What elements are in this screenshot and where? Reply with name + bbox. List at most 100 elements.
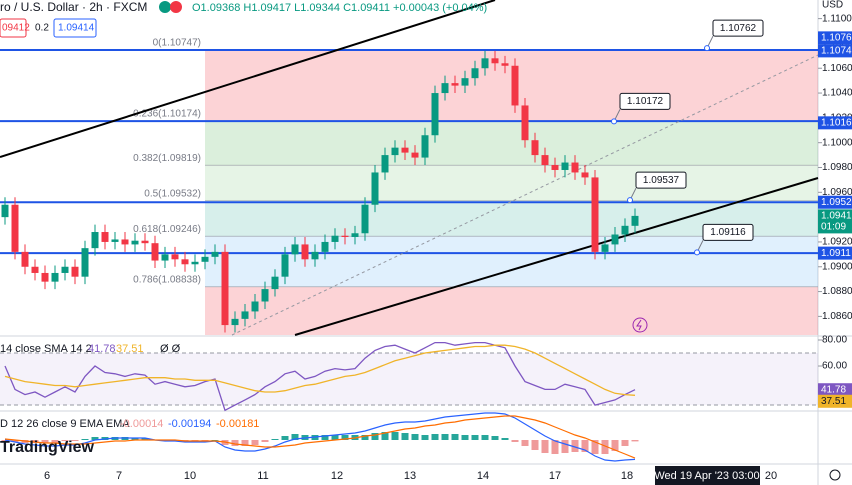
y-tick-label: 1.1060 [822,63,852,74]
candle-body [461,78,469,86]
price-badge-label: 1.0911 [821,248,851,259]
ohlc-values: O1.09368 H1.09417 L1.09344 C1.09411 +0.0… [192,2,487,14]
macd-histogram-bar [531,440,539,450]
trend-line-dashed[interactable] [231,54,819,336]
candle-body [251,301,259,312]
macd-histogram-bar [331,435,339,440]
macd-histogram-bar [601,440,609,454]
macd-histogram-bar [361,435,369,440]
y-tick-label: 1.0980 [822,162,852,173]
macd-histogram-bar [471,435,479,440]
macd-histogram-bar [571,440,579,452]
buy-price: 1.09414 [58,23,95,34]
macd-histogram-bar [241,440,249,446]
candle-body [11,204,19,252]
time-badge [655,466,760,485]
macd-histogram-bar [521,440,529,446]
alert-icon[interactable] [632,317,648,333]
candle-body [621,225,629,235]
time-badge-label: Wed 19 Apr '23 03:00 [654,470,759,482]
trend-lines [0,0,819,336]
macd-histogram-bar [251,440,259,445]
macd-histogram-bar [61,440,69,441]
candle-body [111,239,119,242]
candle-body [211,251,219,257]
price-badge [818,195,852,209]
macd-histogram-bar [261,440,269,442]
rsi-label: 14 close SMA 14 2 [0,343,92,355]
macd-histogram-bar [81,439,89,440]
candle-body [331,235,339,242]
price-badge [818,44,852,58]
candle-body [61,266,69,273]
candle-body [41,272,49,282]
candle-body [481,58,489,69]
macd-histogram-bar [461,435,469,440]
candle-body [521,105,529,141]
rsi-band-fill [0,353,818,406]
horizontal-lines [0,49,818,255]
y-tick-label: 60.00 [822,361,847,372]
candle-body [471,68,479,79]
fib-label: 0.5(1.09532) [144,188,201,199]
status-icon[interactable] [170,1,182,13]
sell-button[interactable] [0,18,27,38]
candle-body [341,235,349,237]
status-icon[interactable] [159,1,171,13]
price-badge-label: 1.0941 [821,211,852,222]
candle-body [591,177,599,252]
candle-body [361,204,369,234]
trend-line[interactable] [294,177,819,336]
macd-histogram-bar [421,435,429,440]
candle-body [371,172,379,205]
macd-histogram-bar [341,435,349,440]
fib-zone [205,165,818,201]
callout-box [712,19,764,37]
price-badge [818,31,852,45]
settings-icon[interactable] [829,469,841,481]
candle-body [401,147,409,153]
callout-label: 1.10172 [627,96,664,107]
x-tick-label: 13 [404,470,416,482]
trend-line[interactable] [0,0,496,158]
macd-histogram-bar [541,440,549,453]
callout-box [702,223,754,241]
y-tick-label: 1.0900 [822,261,852,272]
candle-body [311,251,319,260]
macd-histogram-bar [451,434,459,440]
candle-body [221,251,229,326]
spread: 0.2 [35,23,49,34]
macd-histogram-bar [581,440,589,452]
candle-body [351,233,359,237]
indicator-badge-label: 37.51 [821,396,846,407]
macd-histogram-bar [51,440,59,443]
candle-body [121,239,129,245]
callout-label: 1.09537 [643,175,680,186]
price-badge [818,116,852,130]
candle-body [541,155,549,166]
currency: USD [822,0,843,11]
callout-anchor [694,249,700,256]
x-tick-label: 14 [477,470,489,482]
indicator-value: 37.51 [116,343,144,355]
callout-box [635,171,687,189]
candle-body [271,276,279,290]
candle-body [611,234,619,245]
candle-body [321,241,329,252]
macd-label: D 12 26 close 9 EMA EMA [0,418,130,430]
marks [0,50,818,462]
macd-histogram-bar [501,438,509,440]
candle-body [151,243,159,261]
alert-icon-bolt [636,319,642,331]
candle-body [281,254,289,277]
candle-body [201,256,209,262]
macd-value: -0.00181 [216,418,259,430]
callout-label: 1.09116 [710,227,746,238]
macd-histogram-bar [131,438,139,440]
candle-body [231,318,239,326]
macd-histogram-bar [281,436,289,440]
macd-histogram-bar [611,440,619,451]
buy-button[interactable] [53,18,97,38]
candle-body [491,58,499,64]
candle-body [21,251,29,267]
